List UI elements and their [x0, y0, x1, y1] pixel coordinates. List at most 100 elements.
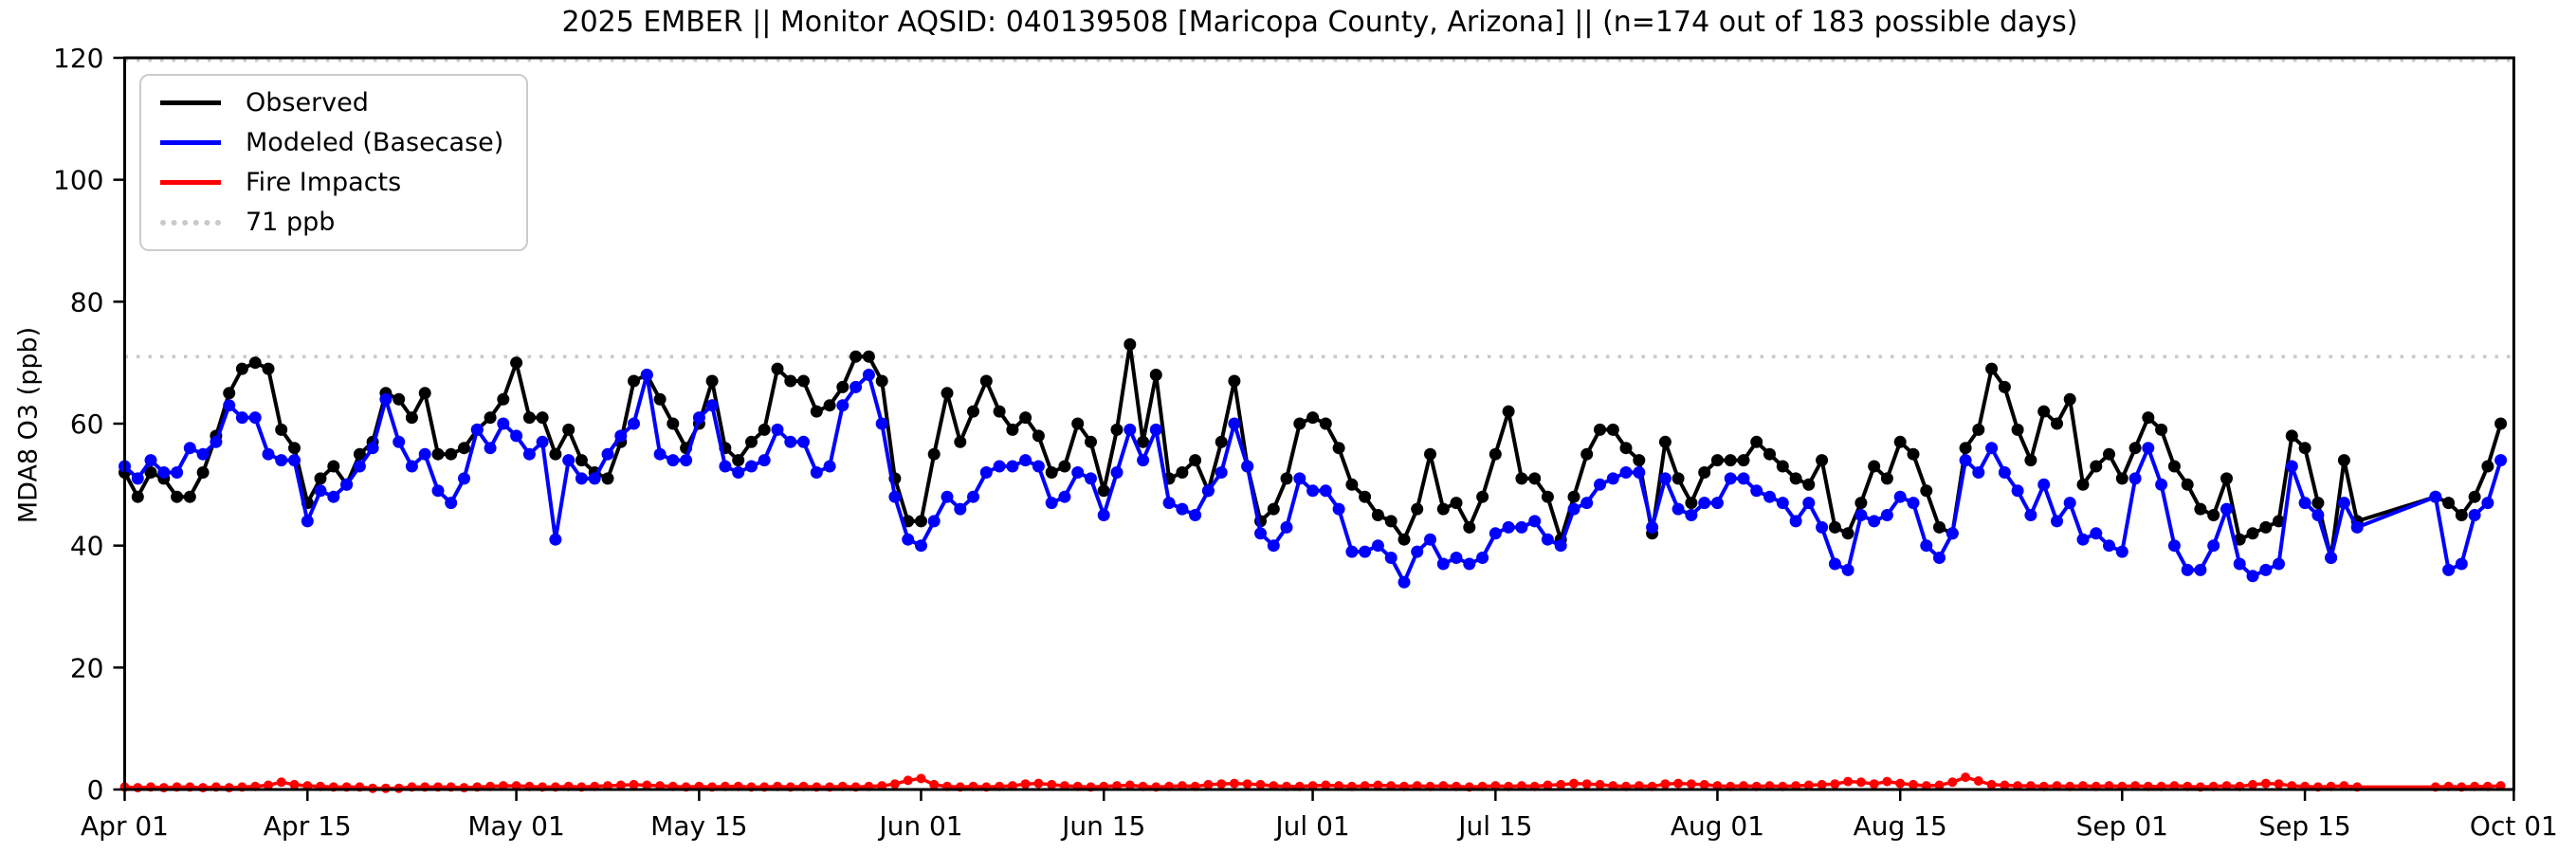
series-marker-1 — [1149, 423, 1162, 436]
series-marker-0 — [1424, 447, 1436, 461]
series-marker-0 — [1032, 429, 1045, 443]
series-marker-0 — [927, 447, 941, 461]
series-marker-1 — [1672, 502, 1685, 516]
series-marker-2 — [2248, 779, 2257, 789]
series-marker-0 — [1332, 442, 1345, 455]
series-marker-0 — [2442, 497, 2456, 510]
series-marker-1 — [1907, 497, 1920, 510]
series-marker-1 — [262, 447, 275, 461]
series-marker-0 — [2337, 454, 2350, 467]
series-marker-0 — [875, 374, 888, 388]
x-tick-label: Sep 01 — [2076, 810, 2168, 842]
series-marker-0 — [1384, 515, 1398, 528]
series-marker-1 — [1776, 497, 1789, 510]
series-marker-0 — [1724, 454, 1737, 467]
series-marker-1 — [1254, 527, 1267, 540]
series-marker-0 — [431, 447, 445, 461]
series-marker-0 — [2311, 497, 2325, 510]
series-marker-1 — [1737, 472, 1750, 485]
series-marker-1 — [223, 399, 236, 412]
series-marker-0 — [131, 490, 144, 503]
series-marker-1 — [2442, 563, 2456, 576]
series-marker-1 — [2259, 563, 2273, 576]
series-marker-1 — [2037, 478, 2051, 491]
series-marker-1 — [1646, 520, 1659, 534]
series-marker-0 — [2298, 442, 2311, 455]
series-marker-0 — [1567, 490, 1580, 503]
series-marker-2 — [1124, 780, 1135, 790]
series-marker-2 — [1934, 780, 1945, 790]
series-marker-2 — [224, 783, 234, 793]
series-marker-0 — [1933, 520, 1946, 534]
series-marker-1 — [1476, 552, 1489, 564]
series-marker-0 — [1189, 454, 1202, 467]
series-marker-0 — [223, 387, 236, 400]
x-tick-label: Sep 15 — [2258, 810, 2350, 842]
series-marker-1 — [979, 466, 993, 479]
series-marker-1 — [1411, 545, 1424, 558]
series-marker-1 — [1854, 509, 1868, 521]
series-marker-2 — [1543, 780, 1553, 790]
series-marker-0 — [1280, 472, 1293, 485]
series-marker-0 — [2481, 460, 2494, 473]
x-tick-label: Jul 01 — [1273, 810, 1349, 842]
series-marker-1 — [2024, 509, 2037, 521]
series-marker-0 — [1345, 478, 1359, 491]
series-marker-0 — [248, 356, 262, 370]
series-marker-1 — [196, 447, 210, 461]
series-marker-0 — [1972, 423, 1985, 436]
series-marker-1 — [1124, 423, 1137, 436]
series-marker-1 — [1371, 539, 1384, 553]
series-marker-0 — [915, 515, 927, 528]
series-marker-0 — [784, 374, 797, 388]
series-marker-0 — [745, 435, 758, 448]
y-tick-label: 100 — [53, 165, 103, 196]
series-marker-0 — [575, 454, 588, 467]
series-marker-0 — [549, 447, 562, 461]
x-tick-label: Aug 15 — [1854, 810, 1947, 842]
y-tick-label: 80 — [70, 286, 104, 318]
series-marker-1 — [692, 411, 705, 425]
series-marker-1 — [1841, 563, 1854, 576]
series-marker-2 — [1020, 779, 1031, 789]
legend-row-threshold: 71 ppb — [160, 207, 503, 238]
series-marker-0 — [967, 405, 979, 418]
series-marker-2 — [1569, 778, 1579, 789]
series-marker-2 — [1699, 779, 1709, 789]
series-marker-0 — [1515, 472, 1528, 485]
series-marker-2 — [1242, 779, 1252, 789]
series-marker-1 — [2298, 497, 2311, 510]
series-marker-0 — [628, 374, 640, 388]
series-marker-1 — [1045, 497, 1058, 510]
series-marker-0 — [405, 411, 418, 425]
series-marker-1 — [2063, 497, 2076, 510]
series-marker-1 — [2142, 442, 2155, 455]
series-marker-0 — [562, 423, 575, 436]
series-marker-2 — [1973, 776, 1983, 786]
series-marker-0 — [862, 350, 875, 363]
series-marker-0 — [1359, 490, 1372, 503]
series-marker-1 — [1985, 442, 1999, 455]
x-tick-label: May 15 — [650, 810, 747, 842]
series-marker-0 — [2273, 515, 2285, 528]
series-marker-1 — [1097, 509, 1110, 521]
series-marker-1 — [536, 435, 549, 448]
series-marker-0 — [1045, 466, 1058, 479]
series-marker-0 — [1149, 369, 1162, 381]
series-marker-2 — [198, 783, 209, 793]
series-marker-0 — [1124, 337, 1137, 351]
series-marker-1 — [1959, 454, 1972, 467]
series-marker-2 — [1595, 779, 1605, 789]
series-marker-1 — [1019, 454, 1032, 467]
series-marker-1 — [183, 442, 196, 455]
series-marker-0 — [2076, 478, 2090, 491]
series-marker-1 — [640, 369, 653, 381]
series-marker-1 — [1332, 502, 1345, 516]
series-marker-1 — [1306, 484, 1320, 498]
series-marker-1 — [810, 466, 823, 479]
series-marker-1 — [719, 460, 732, 473]
series-marker-0 — [1085, 435, 1097, 448]
series-marker-1 — [2207, 539, 2220, 553]
series-marker-1 — [1698, 497, 1711, 510]
series-marker-0 — [2128, 442, 2142, 455]
